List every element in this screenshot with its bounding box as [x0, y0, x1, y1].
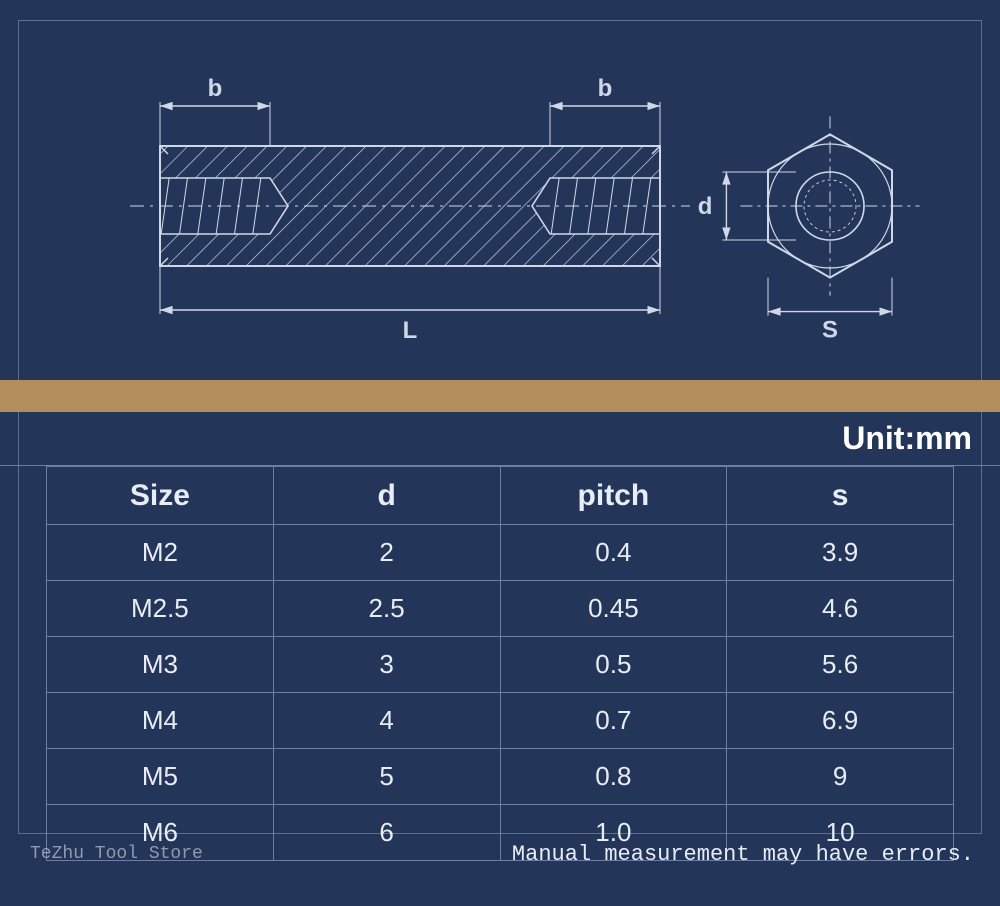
col-header: pitch	[500, 467, 727, 525]
table-cell: 3	[273, 637, 500, 693]
table-row: M220.43.9	[47, 525, 954, 581]
svg-text:S: S	[822, 317, 838, 344]
col-header: Size	[47, 467, 274, 525]
table-row: M330.55.6	[47, 637, 954, 693]
svg-text:b: b	[598, 75, 613, 102]
svg-text:d: d	[698, 193, 713, 220]
col-header: d	[273, 467, 500, 525]
unit-label: Unit:mm	[842, 420, 972, 457]
table-cell: 5.6	[727, 637, 954, 693]
table-cell: M2.5	[47, 581, 274, 637]
table-cell: M4	[47, 693, 274, 749]
table-cell: 4	[273, 693, 500, 749]
table-cell: M2	[47, 525, 274, 581]
table-cell: 3.9	[727, 525, 954, 581]
table-cell: 0.8	[500, 749, 727, 805]
col-header: s	[727, 467, 954, 525]
table-row: M550.89	[47, 749, 954, 805]
technical-drawing: b b Ld S	[40, 36, 960, 366]
table-row: M440.76.9	[47, 693, 954, 749]
table-cell: 2	[273, 525, 500, 581]
table-cell: 6	[273, 805, 500, 861]
disclaimer: Manual measurement may have errors.	[512, 842, 974, 867]
table-cell: 0.7	[500, 693, 727, 749]
table-cell: 9	[727, 749, 954, 805]
table-cell: 6.9	[727, 693, 954, 749]
table-cell: 0.5	[500, 637, 727, 693]
table-cell: 0.4	[500, 525, 727, 581]
table-cell: M5	[47, 749, 274, 805]
watermark: TeZhu Tool Store	[30, 844, 203, 864]
spec-table: Sizedpitchs M220.43.9M2.52.50.454.6M330.…	[46, 466, 954, 861]
table-cell: 4.6	[727, 581, 954, 637]
gold-banner	[0, 380, 1000, 412]
unit-row: Unit:mm	[0, 412, 1000, 466]
table-cell: 0.45	[500, 581, 727, 637]
table-row: M2.52.50.454.6	[47, 581, 954, 637]
table-header-row: Sizedpitchs	[47, 467, 954, 525]
table-cell: 2.5	[273, 581, 500, 637]
table-cell: M3	[47, 637, 274, 693]
svg-text:b: b	[208, 75, 223, 102]
svg-text:L: L	[403, 317, 418, 344]
table-cell: 5	[273, 749, 500, 805]
